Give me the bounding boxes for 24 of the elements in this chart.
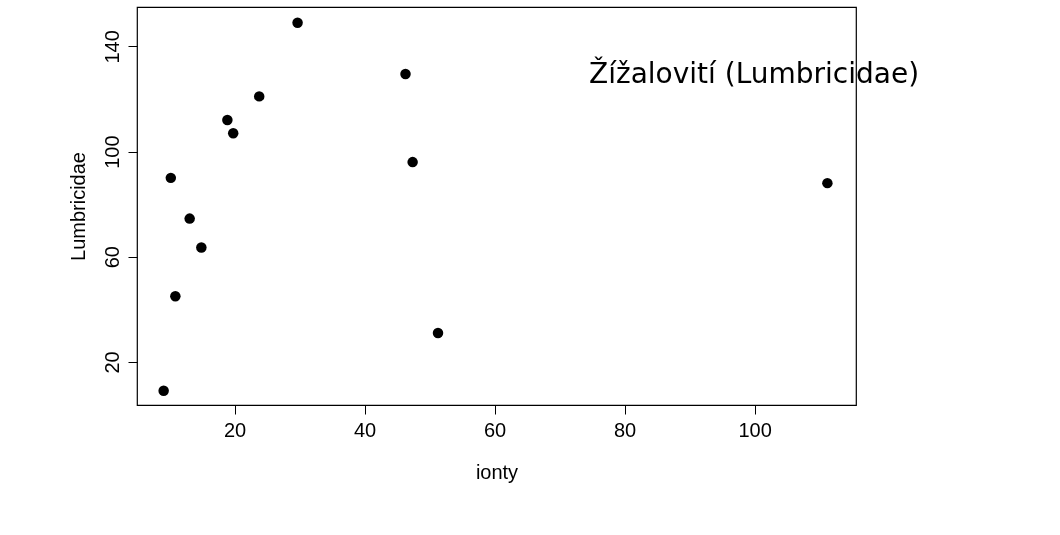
x-tick-label: 60 <box>483 418 507 441</box>
point <box>822 177 833 189</box>
point <box>222 114 233 126</box>
x-axis-title: ionty <box>475 460 519 483</box>
x-tick-label: 80 <box>613 418 637 441</box>
y-tick-label: 60 <box>100 246 123 269</box>
point <box>170 290 181 302</box>
x-tick-label: 100 <box>738 418 772 441</box>
point <box>165 172 177 184</box>
point <box>184 213 195 224</box>
point <box>227 127 239 139</box>
point <box>158 385 169 397</box>
y-tick-label: 100 <box>100 135 123 169</box>
x-tick-label: 20 <box>223 418 247 441</box>
point <box>196 242 207 253</box>
point <box>253 91 265 102</box>
y-axis-title: Lumbricidae <box>66 152 89 261</box>
point <box>432 327 444 339</box>
x-tick-label: 40 <box>353 418 377 441</box>
point <box>407 156 418 168</box>
point <box>400 68 411 80</box>
y-tick-label: 140 <box>100 30 123 64</box>
point <box>292 17 303 29</box>
y-tick-label: 20 <box>100 351 123 374</box>
